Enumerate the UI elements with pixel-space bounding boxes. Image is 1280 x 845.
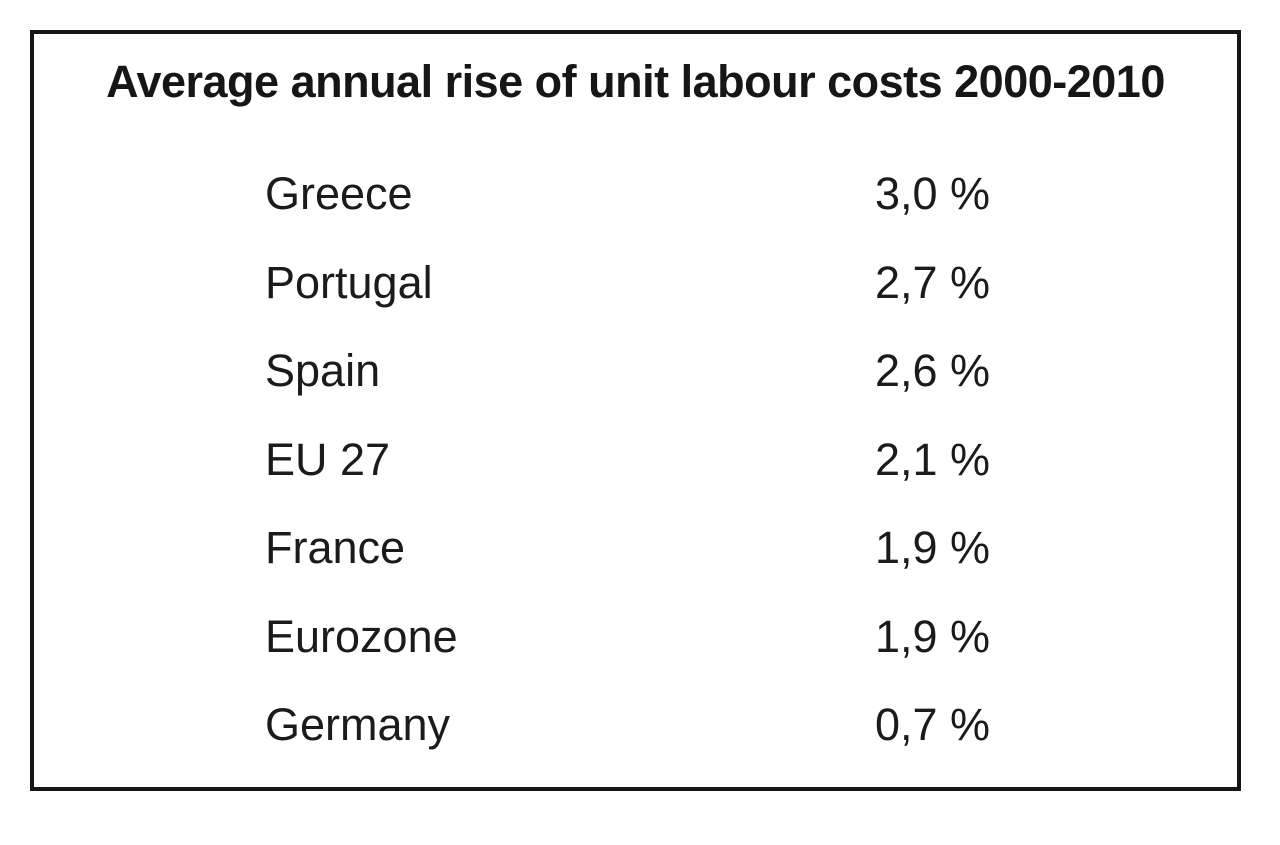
table-row: France 1,9 % — [265, 504, 1237, 593]
table-frame: Average annual rise of unit labour costs… — [30, 30, 1241, 791]
percent-value: 2,1 % — [875, 433, 991, 485]
table-rows: Greece 3,0 % Portugal 2,7 % Spain 2,6 % EU 27 2… — [265, 150, 1237, 770]
table-row: Portugal 2,7 % — [265, 239, 1237, 328]
percent-value: 2,6 % — [875, 345, 991, 397]
country-label: Germany — [265, 699, 451, 751]
percent-value: 1,9 % — [875, 522, 991, 574]
percent-value: 2,7 % — [875, 256, 991, 308]
country-label: Spain — [265, 345, 381, 397]
table-row: Greece 3,0 % — [265, 150, 1237, 239]
percent-value: 1,9 % — [875, 610, 991, 662]
table-row: Eurozone 1,9 % — [265, 593, 1237, 682]
percent-value: 3,0 % — [875, 168, 991, 220]
country-label: Portugal — [265, 256, 433, 308]
table-row: EU 27 2,1 % — [265, 416, 1237, 505]
table-row: Spain 2,6 % — [265, 327, 1237, 416]
country-label: Greece — [265, 168, 413, 220]
chart-title: Average annual rise of unit labour costs… — [106, 56, 1165, 107]
percent-value: 0,7 % — [875, 699, 991, 751]
table-row: Germany 0,7 % — [265, 681, 1237, 770]
country-label: EU 27 — [265, 433, 391, 485]
country-label: France — [265, 522, 406, 574]
country-label: Eurozone — [265, 610, 458, 662]
